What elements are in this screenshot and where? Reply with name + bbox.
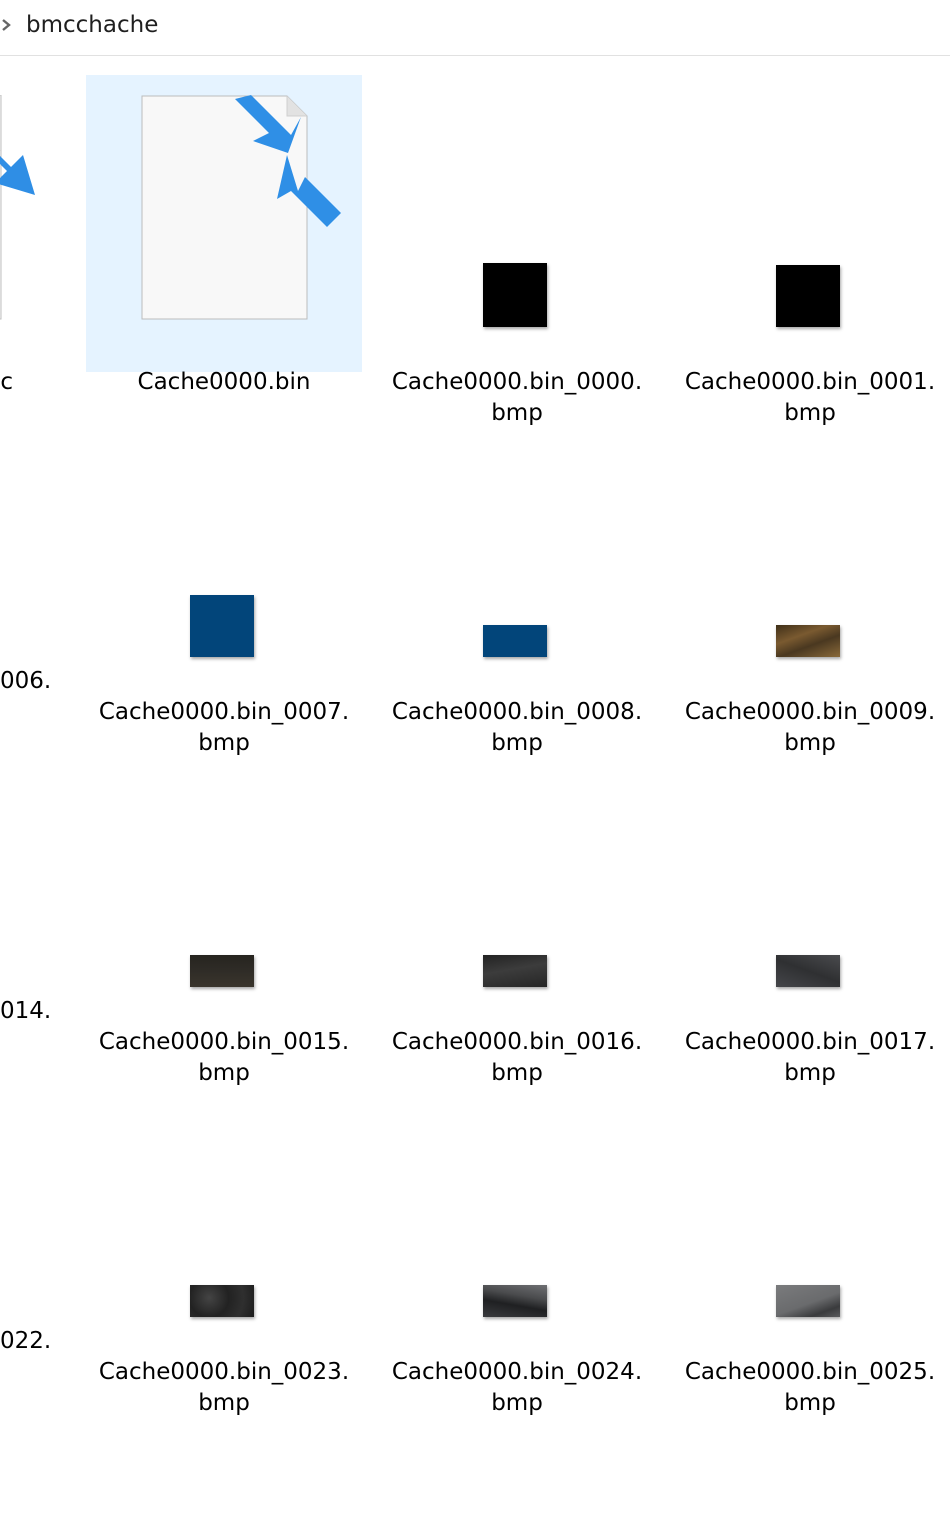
file-tile[interactable]: Cache0000.bin_0017. bmp — [672, 735, 948, 1086]
file-tile[interactable]: Cache0000.bin_0024. bmp — [379, 1065, 655, 1416]
file-tile-partial[interactable]: 022. — [0, 1065, 60, 1365]
chevron-right-icon[interactable] — [0, 17, 14, 33]
file-name: Cache0000.bin_0001. bmp — [684, 369, 936, 426]
file-tile-partial[interactable]: c — [0, 75, 69, 395]
image-thumbnail — [190, 595, 254, 657]
file-name: 006. — [0, 668, 52, 694]
file-name: Cache0000.bin_0017. bmp — [684, 1029, 936, 1086]
file-name: Cache0000.bin_0015. bmp — [98, 1029, 350, 1086]
address-bar: bmcchache — [0, 0, 950, 56]
file-tile-partial[interactable]: 014. — [0, 735, 60, 1035]
file-icon-view: c Cache0000.bin Cache0000.bin_0000. bmp C… — [0, 57, 950, 1533]
file-name: Cache0000.bin — [137, 369, 311, 395]
file-name: Cache0000.bin_0024. bmp — [391, 1359, 643, 1416]
file-tile[interactable]: Cache0000.bin_0023. bmp — [86, 1065, 362, 1416]
image-thumbnail — [190, 1285, 254, 1317]
file-name: Cache0000.bin_0023. bmp — [98, 1359, 350, 1416]
file-tile[interactable]: Cache0000.bin_0025. bmp — [672, 1065, 948, 1416]
shortcut-file-icon — [0, 95, 35, 320]
file-name: Cache0000.bin_0007. bmp — [98, 699, 350, 756]
file-name: c — [0, 369, 13, 395]
image-thumbnail — [776, 265, 840, 327]
file-name: 014. — [0, 998, 52, 1024]
image-thumbnail — [776, 625, 840, 657]
image-thumbnail — [483, 1285, 547, 1317]
image-thumbnail — [776, 955, 840, 987]
shortcut-file-icon — [141, 95, 341, 320]
file-name: Cache0000.bin_0000. bmp — [391, 369, 643, 426]
file-tile[interactable]: Cache0000.bin_0007. bmp — [86, 405, 362, 756]
image-thumbnail — [483, 955, 547, 987]
file-tile[interactable]: Cache0000.bin_0015. bmp — [86, 735, 362, 1086]
file-name: Cache0000.bin_0009. bmp — [684, 699, 936, 756]
file-name: Cache0000.bin_0016. bmp — [391, 1029, 643, 1086]
image-thumbnail — [190, 955, 254, 987]
image-thumbnail — [776, 1285, 840, 1317]
file-name: 022. — [0, 1328, 52, 1354]
file-tile[interactable]: Cache0000.bin_0016. bmp — [379, 735, 655, 1086]
file-tile[interactable]: Cache0000.bin_0008. bmp — [379, 405, 655, 756]
file-name: Cache0000.bin_0008. bmp — [391, 699, 643, 756]
file-tile[interactable]: Cache0000.bin_0009. bmp — [672, 405, 948, 756]
file-tile-cache0000-bin[interactable]: Cache0000.bin — [86, 75, 362, 395]
file-tile-partial[interactable]: 006. — [0, 405, 60, 705]
file-tile[interactable]: Cache0000.bin_0000. bmp — [379, 75, 655, 426]
image-thumbnail — [483, 263, 547, 327]
breadcrumb-folder[interactable]: bmcchache — [26, 12, 159, 38]
file-name: Cache0000.bin_0025. bmp — [684, 1359, 936, 1416]
file-tile[interactable]: Cache0000.bin_0001. bmp — [672, 75, 948, 426]
image-thumbnail — [483, 625, 547, 657]
